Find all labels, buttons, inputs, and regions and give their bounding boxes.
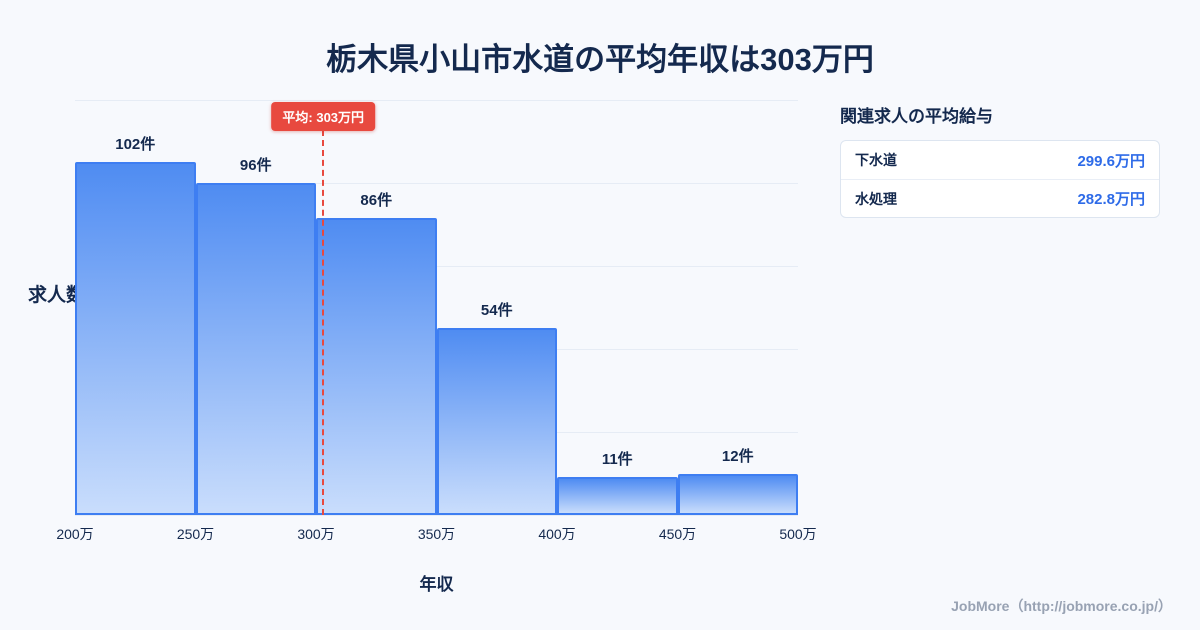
- related-job-row: 下水道 299.6万円: [841, 141, 1159, 179]
- related-job-value: 282.8万円: [1077, 191, 1145, 208]
- histogram-bar: [75, 162, 196, 515]
- bar-value-label: 102件: [115, 136, 156, 154]
- side-panel-heading: 関連求人の平均給与: [840, 107, 993, 126]
- histogram-bar: [677, 473, 798, 515]
- histogram-bar: [316, 217, 437, 515]
- related-job-value: 299.6万円: [1077, 152, 1145, 170]
- x-tick-label: 450万: [658, 526, 697, 542]
- page-title: 栃木県小山市水道の平均年収は303万円: [326, 42, 874, 77]
- related-job-row: 水処理 282.8万円: [841, 179, 1159, 217]
- footer-credit: JobMore（http://jobmore.co.jp/）: [951, 598, 1172, 614]
- related-jobs-card: 下水道 299.6万円水処理 282.8万円: [840, 140, 1160, 218]
- x-axis-ticks: 200万 250万 300万 350万 400万 450万 500万: [56, 524, 816, 544]
- plot-area: 102件 96件 86件 54件 11件 12件 平均: 303万円: [75, 100, 798, 516]
- x-tick-label: 350万: [417, 526, 456, 542]
- gridline: [75, 183, 798, 184]
- average-line: [322, 130, 325, 515]
- x-tick-label: 300万: [297, 526, 335, 542]
- x-tick-label: 250万: [176, 526, 215, 542]
- bar-value-label: 12件: [721, 447, 754, 465]
- bar-value-label: 54件: [480, 302, 513, 320]
- gridline: [75, 100, 798, 101]
- bar-value-label: 96件: [239, 157, 272, 174]
- histogram-bar: [557, 476, 678, 515]
- histogram-bar: [195, 183, 316, 515]
- average-badge: 平均: 303万円: [271, 102, 376, 131]
- x-axis-label: 年収: [419, 575, 454, 594]
- gridline: [75, 266, 798, 267]
- y-axis-label: 求人数: [28, 285, 86, 306]
- related-job-label: 水処理: [855, 190, 897, 207]
- related-job-label: 下水道: [855, 152, 897, 168]
- bar-value-label: 86件: [360, 191, 393, 209]
- bar-value-label: 11件: [601, 450, 633, 468]
- x-tick-label: 500万: [779, 526, 817, 542]
- histogram-bar: [436, 328, 557, 515]
- x-tick-label: 200万: [56, 526, 94, 542]
- gridline: [75, 515, 798, 516]
- x-tick-label: 400万: [538, 526, 576, 542]
